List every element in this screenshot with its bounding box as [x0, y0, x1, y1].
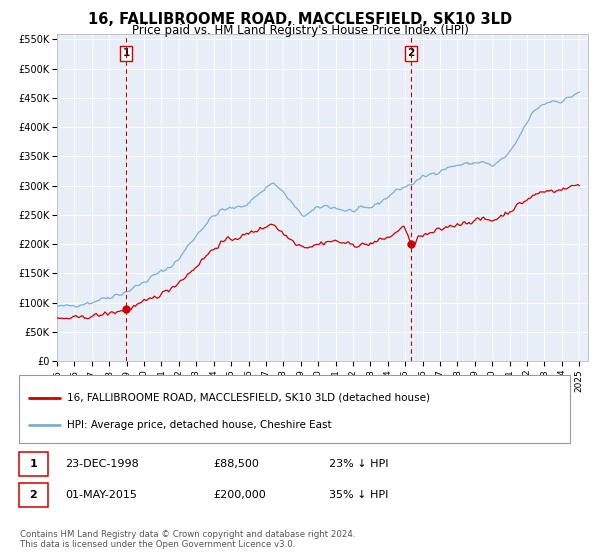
Text: 23% ↓ HPI: 23% ↓ HPI: [329, 459, 388, 469]
Text: £200,000: £200,000: [214, 490, 266, 500]
Text: 16, FALLIBROOME ROAD, MACCLESFIELD, SK10 3LD: 16, FALLIBROOME ROAD, MACCLESFIELD, SK10…: [88, 12, 512, 27]
FancyBboxPatch shape: [19, 375, 570, 443]
Text: £88,500: £88,500: [214, 459, 259, 469]
Text: 1: 1: [29, 459, 37, 469]
Text: Contains HM Land Registry data © Crown copyright and database right 2024.
This d: Contains HM Land Registry data © Crown c…: [20, 530, 355, 549]
Text: 01-MAY-2015: 01-MAY-2015: [65, 490, 137, 500]
FancyBboxPatch shape: [19, 452, 47, 476]
Text: 1: 1: [122, 48, 130, 58]
Text: 2: 2: [407, 48, 415, 58]
Text: 23-DEC-1998: 23-DEC-1998: [65, 459, 139, 469]
Text: 16, FALLIBROOME ROAD, MACCLESFIELD, SK10 3LD (detached house): 16, FALLIBROOME ROAD, MACCLESFIELD, SK10…: [67, 393, 430, 403]
FancyBboxPatch shape: [19, 483, 47, 507]
Text: HPI: Average price, detached house, Cheshire East: HPI: Average price, detached house, Ches…: [67, 420, 331, 430]
Text: 35% ↓ HPI: 35% ↓ HPI: [329, 490, 388, 500]
Text: Price paid vs. HM Land Registry's House Price Index (HPI): Price paid vs. HM Land Registry's House …: [131, 24, 469, 37]
Text: 2: 2: [29, 490, 37, 500]
